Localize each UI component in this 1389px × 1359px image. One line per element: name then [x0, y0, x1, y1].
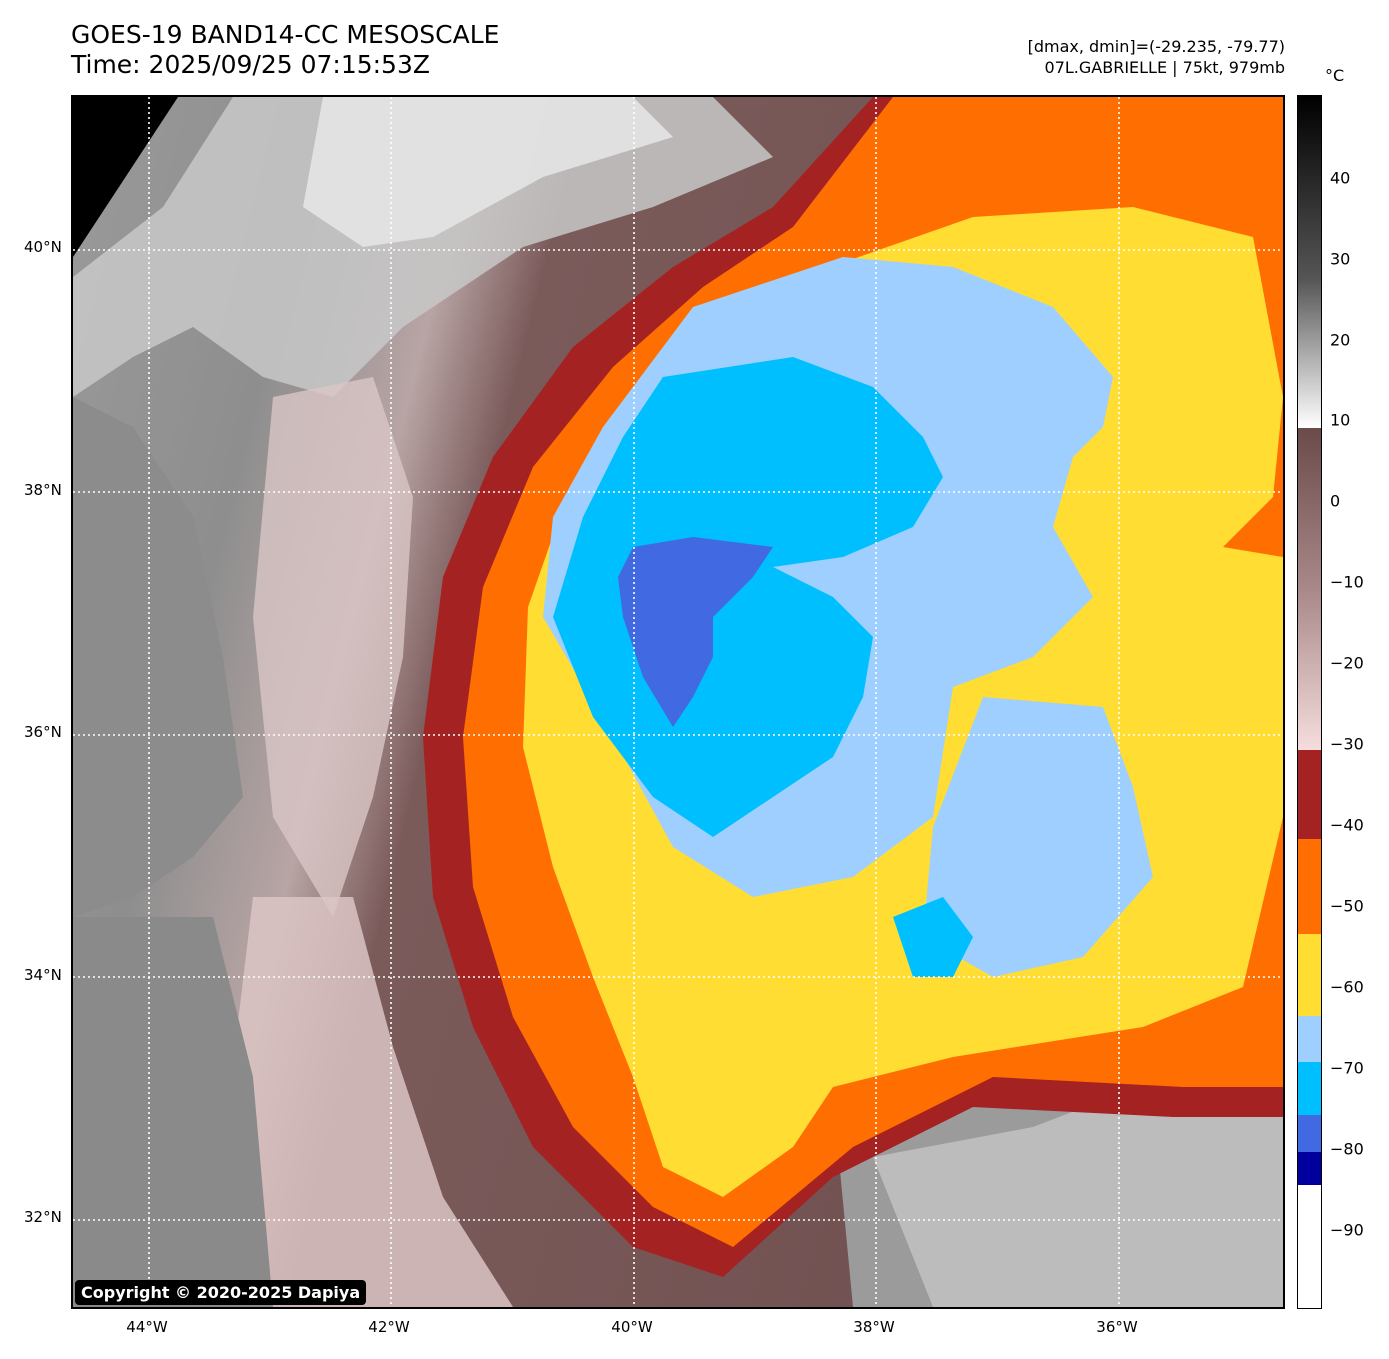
- temp-band-minus70: [553, 357, 943, 837]
- lon-label: 40°W: [611, 1318, 653, 1336]
- colorbar-scale: [1298, 96, 1321, 1308]
- temp-band-minus70: [893, 897, 973, 977]
- colorbar-label: −70: [1330, 1058, 1364, 1078]
- cirrus-region: [253, 377, 413, 917]
- low-cloud-band: [303, 97, 673, 247]
- map-title: GOES-19 BAND14-CC MESOSCALE: [71, 20, 500, 49]
- colorbar-segment: [1298, 428, 1321, 750]
- temp-band-minus80: [618, 537, 773, 727]
- lon-label: 42°W: [368, 1318, 410, 1336]
- colorbar-label: −10: [1330, 572, 1364, 592]
- temp-band-minus65: [923, 697, 1153, 977]
- low-cloud-band: [73, 97, 773, 397]
- colorbar-label: 40: [1330, 168, 1351, 188]
- colorbar-label: −40: [1330, 815, 1364, 835]
- colorbar-label: −90: [1330, 1220, 1364, 1240]
- colorbar-segment: [1298, 1115, 1321, 1152]
- lat-label: 38°N: [24, 481, 62, 499]
- colorbar-segment: [1298, 1185, 1321, 1308]
- cloud-free-region: [73, 917, 273, 1307]
- colorbar-segment: [1298, 1016, 1321, 1062]
- storm-info: 07L.GABRIELLE | 75kt, 979mb: [1044, 58, 1285, 77]
- colorbar-label: 30: [1330, 249, 1351, 269]
- lat-label: 40°N: [24, 238, 62, 256]
- temperature-range: [dmax, dmin]=(-29.235, -79.77): [1027, 37, 1285, 56]
- map-time: Time: 2025/09/25 07:15:53Z: [71, 50, 430, 79]
- colorbar: [1297, 95, 1322, 1309]
- colorbar-unit: °C: [1325, 66, 1345, 85]
- lon-label: 44°W: [126, 1318, 168, 1336]
- no-data-region: [73, 97, 178, 257]
- colorbar-segment: [1298, 1062, 1321, 1115]
- lat-label: 32°N: [24, 1208, 62, 1226]
- colorbar-label: −20: [1330, 653, 1364, 673]
- colorbar-label: 20: [1330, 330, 1351, 350]
- colorbar-label: 0: [1330, 491, 1341, 511]
- lon-label: 36°W: [1096, 1318, 1138, 1336]
- cloud-free-region: [73, 397, 243, 917]
- colorbar-label: 10: [1330, 410, 1351, 430]
- lon-label: 38°W: [853, 1318, 895, 1336]
- satellite-map: Copyright © 2020-2025 Dapiya: [71, 95, 1285, 1309]
- cirrus-region: [223, 897, 513, 1307]
- colorbar-segment: [1298, 839, 1321, 934]
- colorbar-segment: [1298, 1152, 1321, 1185]
- colorbar-label: −30: [1330, 734, 1364, 754]
- colorbar-segment: [1298, 96, 1321, 428]
- copyright-notice: Copyright © 2020-2025 Dapiya: [75, 1280, 367, 1305]
- lat-label: 36°N: [24, 723, 62, 741]
- graticule: [73, 97, 1283, 1307]
- colorbar-label: −60: [1330, 977, 1364, 997]
- colorbar-label: −80: [1330, 1139, 1364, 1159]
- lat-label: 34°N: [24, 966, 62, 984]
- infrared-imagery: [73, 97, 1283, 1307]
- colorbar-segment: [1298, 750, 1321, 839]
- colorbar-label: −50: [1330, 896, 1364, 916]
- colorbar-segment: [1298, 934, 1321, 1016]
